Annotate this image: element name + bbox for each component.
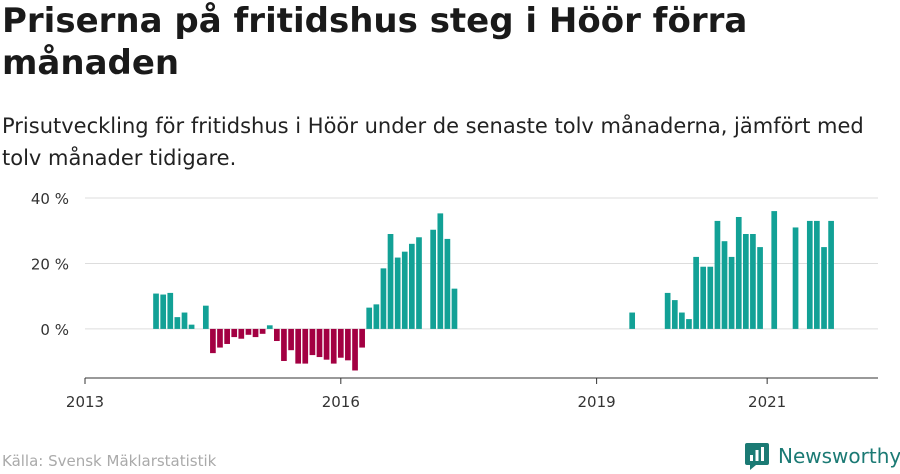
bar bbox=[281, 328, 287, 361]
bar bbox=[274, 328, 280, 342]
bar bbox=[629, 312, 636, 329]
bar bbox=[224, 328, 230, 344]
bar bbox=[337, 328, 344, 358]
y-tick-label: 20 % bbox=[31, 255, 69, 273]
bar bbox=[721, 241, 728, 329]
bar bbox=[373, 304, 380, 329]
bar bbox=[750, 234, 756, 329]
bar bbox=[266, 325, 273, 329]
bar bbox=[686, 319, 692, 329]
bar bbox=[380, 268, 387, 329]
bar bbox=[444, 238, 451, 329]
x-tick-label: 2019 bbox=[578, 393, 616, 411]
bar bbox=[416, 237, 422, 329]
bar bbox=[437, 213, 444, 329]
bar bbox=[210, 328, 216, 354]
bar bbox=[217, 328, 223, 348]
bar bbox=[309, 328, 316, 356]
bar bbox=[330, 328, 337, 364]
bar bbox=[387, 234, 394, 329]
bar bbox=[238, 328, 245, 339]
bar bbox=[259, 328, 266, 334]
bar bbox=[323, 328, 330, 360]
chart-title: Priserna på fritidshus steg i Höör förra… bbox=[2, 1, 748, 83]
bar bbox=[295, 328, 302, 364]
bar bbox=[735, 216, 742, 329]
bar bbox=[153, 293, 159, 329]
bar bbox=[245, 328, 252, 335]
bar bbox=[828, 220, 834, 329]
bar bbox=[707, 266, 714, 329]
bar bbox=[742, 234, 749, 329]
bar bbox=[671, 300, 678, 329]
bar bbox=[167, 292, 174, 329]
bar bbox=[714, 220, 721, 329]
bar-chart: 0 % 20 % 40 % 2013 2016 2019 2021 33 % bbox=[31, 180, 878, 411]
bar bbox=[664, 292, 671, 329]
chart-subtitle: Prisutveckling för fritidshus i Höör und… bbox=[2, 114, 864, 170]
bar bbox=[352, 328, 358, 371]
bar bbox=[757, 247, 763, 329]
bar bbox=[728, 256, 735, 329]
bar bbox=[359, 328, 365, 348]
bar bbox=[366, 307, 373, 329]
bar bbox=[814, 220, 820, 329]
bar bbox=[288, 328, 294, 351]
bar bbox=[345, 328, 351, 361]
source-note: Källa: Svensk Mäklarstatistik bbox=[2, 452, 217, 470]
bar bbox=[181, 312, 188, 329]
bar bbox=[792, 227, 799, 329]
x-tick-label: 2021 bbox=[748, 393, 786, 411]
x-tick-label: 2016 bbox=[322, 393, 360, 411]
bar bbox=[408, 243, 415, 329]
bar bbox=[693, 256, 699, 329]
bar bbox=[451, 288, 458, 329]
bar bbox=[821, 247, 827, 329]
bar bbox=[252, 328, 259, 338]
bar bbox=[771, 211, 778, 329]
newsworthy-brand: Newsworthy bbox=[744, 440, 900, 472]
x-tick-label: 2013 bbox=[66, 393, 104, 411]
bar bbox=[700, 266, 707, 329]
bar bbox=[302, 328, 309, 364]
y-tick-label: 0 % bbox=[40, 321, 69, 339]
last-value-label: 33 % bbox=[814, 180, 855, 184]
bar bbox=[202, 305, 209, 329]
bar bbox=[679, 312, 685, 329]
y-tick-label: 40 % bbox=[31, 190, 69, 208]
bar bbox=[160, 294, 167, 329]
bar bbox=[316, 328, 323, 358]
bar bbox=[188, 324, 195, 329]
bar bbox=[430, 229, 436, 329]
newsworthy-logo-icon bbox=[745, 443, 769, 470]
bar bbox=[231, 328, 238, 338]
bar bbox=[394, 257, 401, 329]
bar bbox=[806, 220, 813, 329]
bar bbox=[174, 317, 181, 329]
brand-name: Newsworthy bbox=[778, 444, 900, 468]
bar bbox=[401, 251, 408, 329]
